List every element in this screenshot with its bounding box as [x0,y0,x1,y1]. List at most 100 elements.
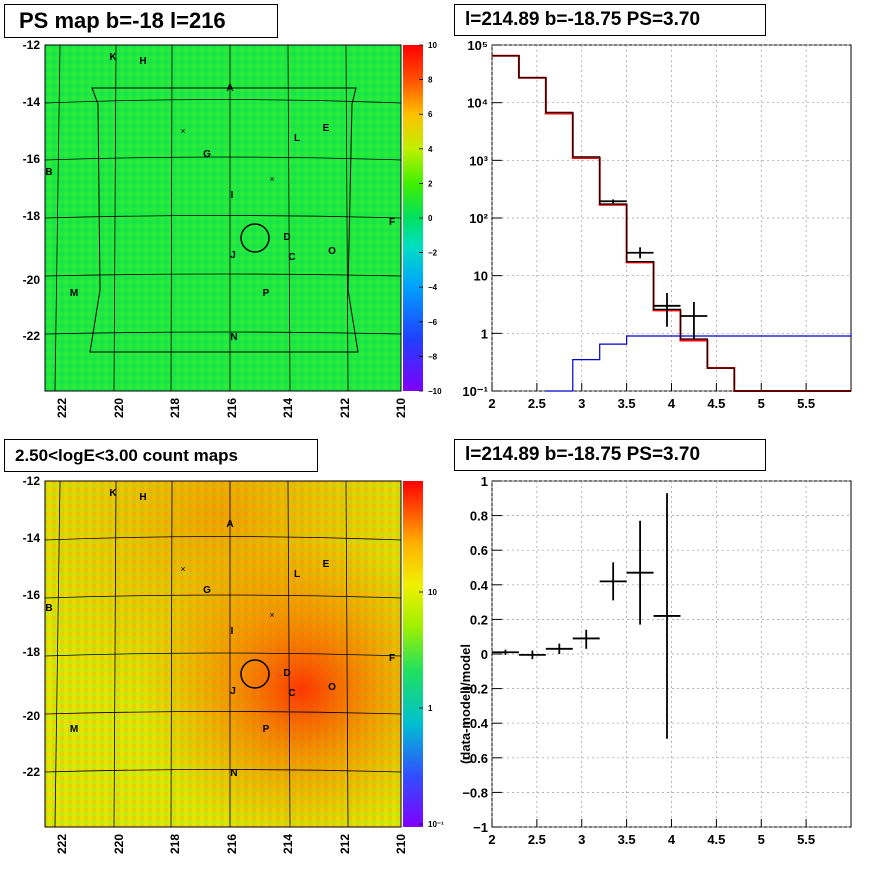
ps-colorbar [403,45,423,391]
x-tick-labels: 222 220 218 216 214 212 210 [55,398,408,418]
x-tick-label: 218 [168,834,182,854]
source-label: G [203,149,211,160]
y-tick-label: -14 [23,95,41,109]
colorbar-tick-label: 0 [428,214,433,223]
y-tick-label: 0.2 [470,612,488,627]
x-tick-label: 5.5 [797,832,815,847]
ps-map-image [45,45,401,391]
colorbar-tick-label: −4 [428,283,438,292]
source-label: O [328,246,336,257]
x-tick-label: 2.5 [528,396,546,411]
ps-position-circle [240,659,270,689]
x-tick-label: 216 [225,834,239,854]
x-tick-label: 5 [758,396,765,411]
y-tick-label: -16 [23,152,41,166]
spectrum-title: l=214.89 b=-18.75 PS=3.70 [454,4,766,36]
x-tick-label: 210 [394,398,408,418]
x-tick-label: 222 [55,398,69,418]
source-label: B [45,603,52,614]
x-tick-label: 3.5 [618,832,636,847]
y-tick-label: 10 [474,269,488,284]
x-tick-label: 5 [758,832,765,847]
source-label: G [203,585,211,596]
y-tick-label: 10⁵ [467,38,488,53]
residual-title: l=214.89 b=-18.75 PS=3.70 [454,439,766,471]
coordinate-grid [44,44,402,392]
svg-text:×: × [269,174,274,184]
y-tick-label: -12 [23,474,41,488]
x-tick-label: 2.5 [528,832,546,847]
x-tick-label: 214 [281,398,295,418]
colorbar-tick-label: 4 [428,145,433,154]
source-label: L [294,133,300,144]
x-tick-label: 216 [225,398,239,418]
x-tick-label: 4.5 [707,396,725,411]
count-map-title: 2.50<logE<3.00 count maps [4,439,318,472]
source-label: M [70,724,78,735]
y-tick-label: -16 [23,588,41,602]
ps-position-circle [240,223,270,253]
x-tick-label: 214 [281,834,295,854]
y-tick-label: 10² [469,211,488,226]
source-label: E [323,559,330,570]
spectrum-chart: 2 2.5 3 3.5 4 4.5 5 5.5 10⁻¹ 1 10 10² 10³ 10⁴ 10⁵ [462,38,852,411]
x-tick-labels: 222 220 218 216 214 212 210 [55,834,408,854]
x-tick-label: 218 [168,398,182,418]
source-label: H [139,492,146,503]
colorbar-tick-label: 2 [428,179,433,188]
y-tick-labels: -12 -14 -16 -18 -20 -22 [23,38,41,343]
source-label: J [230,250,236,261]
source-label: M [70,288,78,299]
y-tick-labels: -12 -14 -16 -18 -20 -22 [23,474,41,779]
source-label: P [263,288,270,299]
ps-map-title: PS map b=-18 l=216 [4,4,278,38]
x-tick-label: 212 [338,398,352,418]
svg-text:×: × [269,610,274,620]
y-tick-label: -18 [23,645,41,659]
x-tick-label: 2 [488,396,495,411]
source-label: D [283,232,290,243]
colorbar-tick-label: −8 [428,352,438,361]
source-labels: K H A E L G B I F D J C O M P N [45,52,395,343]
source-label: I [231,626,234,637]
x-tick-label: 212 [338,834,352,854]
x-tick-label: 210 [394,834,408,854]
step-series [492,55,851,392]
source-label: F [389,217,395,228]
source-label: K [109,52,117,63]
y-tick-label: −0.8 [462,785,488,800]
source-label: H [139,56,146,67]
source-label: A [226,519,233,530]
source-label: A [226,83,233,94]
x-tick-label: 3 [578,396,585,411]
source-label: E [323,123,330,134]
source-labels: K H A E L G B I F D J C O M P N [45,488,395,779]
x-tick-label: 4 [668,832,676,847]
y-tick-label: -22 [23,329,41,343]
coordinate-grid [44,480,402,828]
colorbar-tick-label: 8 [428,76,433,85]
colorbar-tick-label: 1 [428,704,433,713]
y-tick-label: -22 [23,765,41,779]
y-tick-label: 0.6 [470,543,488,558]
colorbar-tick-label: 6 [428,110,433,119]
colorbar-ticks: 10 1 10⁻¹ [419,588,444,829]
y-tick-label: 0.8 [470,509,488,524]
y-tick-label: 0 [481,647,488,662]
colorbar-tick-label: 10 [428,41,437,50]
source-label: C [288,252,295,263]
x-tick-label: 2 [488,832,495,847]
colorbar-tick-label: 10⁻¹ [428,820,444,829]
x-tick-label: 222 [55,834,69,854]
source-label: I [231,190,234,201]
y-tick-label: -18 [23,209,41,223]
y-tick-label: −0.2 [462,682,488,697]
colorbar-tick-label: −2 [428,249,438,258]
source-label: P [263,724,270,735]
y-tick-label: 0.4 [470,578,489,593]
source-label: O [328,682,336,693]
source-label: N [230,332,237,343]
y-tick-label: 10⁴ [467,96,488,111]
